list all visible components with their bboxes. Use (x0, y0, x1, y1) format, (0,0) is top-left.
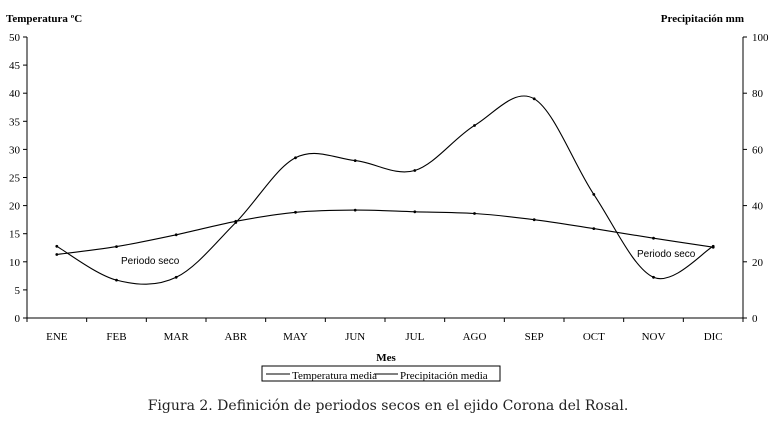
data-point-temperature (294, 210, 297, 214)
left-tick-label: 5 (15, 285, 21, 297)
left-tick-label: 25 (9, 173, 21, 185)
right-tick-label: 0 (752, 313, 758, 325)
annotation-dry-period-2: Periodo seco (637, 249, 696, 260)
data-point-precipitation (115, 278, 118, 282)
x-tick-label: SEP (525, 331, 544, 343)
right-axis-ticks: 0 20 40 60 80 100 (743, 32, 769, 325)
data-point-temperature (353, 208, 357, 212)
x-tick-label: JUN (345, 331, 365, 343)
climate-chart: 0 5 10 15 20 25 30 35 40 45 50 0 20 40 60 80 100 ENE FEB… (6, 13, 769, 382)
legend-label-temperature: Temperatura media (292, 370, 377, 382)
right-tick-label: 60 (752, 144, 764, 156)
chart-series (55, 95, 715, 285)
x-tick-label: MAR (164, 331, 190, 343)
left-tick-label: 45 (9, 60, 21, 72)
figure-caption: Figura 2. Definición de periodos secos e… (147, 398, 629, 414)
right-tick-label: 20 (752, 257, 764, 269)
left-tick-label: 10 (9, 257, 21, 269)
data-point-precipitation (711, 244, 715, 248)
data-point-precipitation (234, 221, 238, 224)
data-point-precipitation (592, 193, 596, 196)
data-point-precipitation (353, 159, 357, 163)
left-tick-label: 15 (9, 229, 21, 241)
left-tick-label: 35 (9, 116, 21, 128)
left-tick-label: 20 (9, 201, 21, 213)
right-axis-title: Precipitación mm (661, 13, 744, 25)
legend-label-precipitation: Precipitación media (400, 370, 488, 382)
left-axis-title: Temperatura ºC (6, 13, 82, 25)
left-tick-label: 30 (9, 144, 21, 156)
x-axis-ticks: ENE FEB MAR ABR MAY JUN JUL AGO SEP OCT NOV DIC (26, 318, 744, 343)
data-point-temperature (652, 236, 655, 240)
data-point-temperature (413, 210, 417, 214)
data-point-precipitation (413, 169, 417, 172)
annotation-dry-period-1: Periodo seco (121, 256, 180, 267)
x-tick-label: JUL (405, 331, 424, 343)
left-tick-label: 40 (9, 88, 21, 100)
data-point-precipitation (174, 275, 178, 279)
x-tick-label: DIC (704, 331, 723, 343)
x-axis-title: Mes (376, 352, 396, 364)
data-point-temperature (174, 233, 178, 237)
left-tick-label: 0 (15, 313, 21, 325)
data-point-temperature (473, 212, 476, 215)
x-tick-label: ABR (225, 331, 248, 343)
chart-axes (26, 37, 744, 319)
data-point-temperature (532, 218, 536, 222)
x-tick-label: ENE (46, 331, 68, 343)
data-point-temperature (592, 227, 596, 231)
right-tick-label: 80 (752, 88, 764, 100)
x-tick-label: FEB (106, 331, 126, 343)
data-point-precipitation (55, 244, 59, 248)
x-tick-label: NOV (642, 331, 666, 343)
x-tick-label: OCT (583, 331, 605, 343)
data-point-precipitation (532, 97, 536, 101)
right-tick-label: 40 (752, 201, 764, 213)
data-point-precipitation (652, 275, 655, 279)
data-point-precipitation (473, 124, 476, 127)
x-tick-label: AGO (463, 331, 487, 343)
series-line-temperature (56, 209, 714, 256)
chart-legend: Temperatura media Precipitación media (261, 365, 501, 382)
data-point-precipitation (294, 156, 297, 160)
x-tick-label: MAY (283, 331, 308, 343)
data-point-temperature (115, 245, 118, 249)
right-tick-label: 100 (752, 32, 769, 44)
data-point-temperature (55, 253, 59, 256)
legend-box (261, 365, 501, 382)
left-axis-ticks: 0 5 10 15 20 25 30 35 40 45 50 (9, 32, 27, 325)
left-tick-label: 50 (9, 32, 21, 44)
